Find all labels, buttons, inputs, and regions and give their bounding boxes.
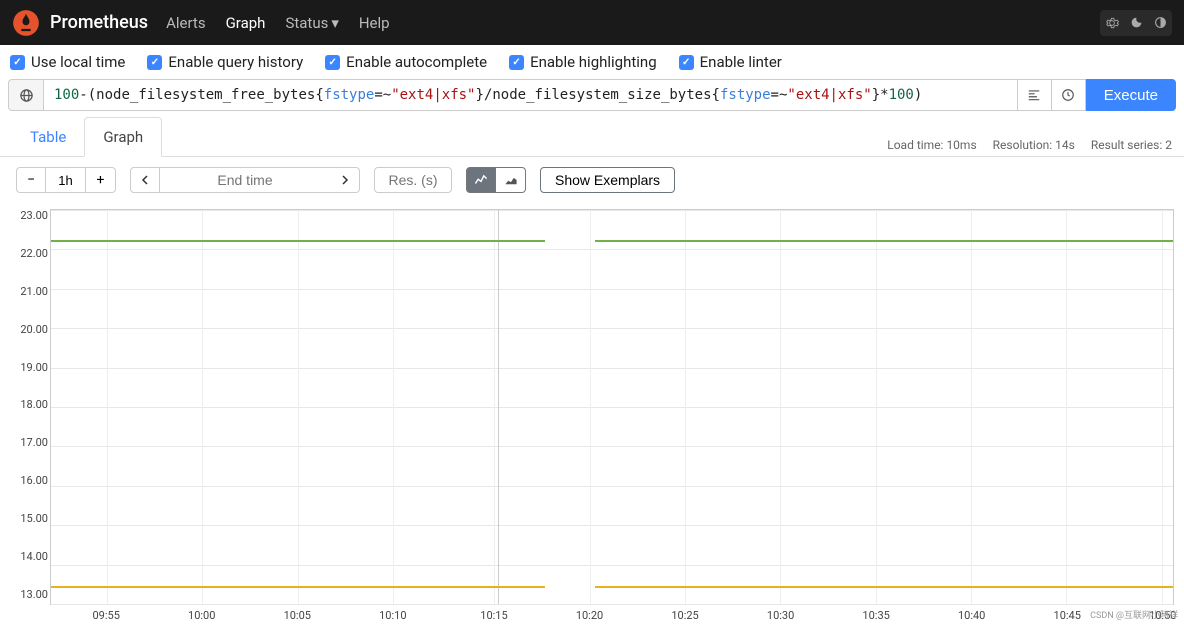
resolution: Resolution: 14s <box>993 138 1075 152</box>
opt-query-history[interactable]: Enable query history <box>147 53 303 71</box>
show-exemplars-button[interactable]: Show Exemplars <box>540 167 675 193</box>
time-group <box>130 167 360 193</box>
navbar: Prometheus Alerts Graph Status ▾ Help <box>0 0 1184 45</box>
format-button[interactable] <box>1018 79 1052 111</box>
nav-alerts[interactable]: Alerts <box>166 14 206 32</box>
tabs: Table Graph Load time: 10ms Resolution: … <box>0 117 1184 157</box>
metrics-explorer-button[interactable] <box>8 79 44 111</box>
theme-contrast-icon[interactable] <box>1148 10 1172 36</box>
endtime-input[interactable] <box>160 167 330 193</box>
result-series: Result series: 2 <box>1091 138 1172 152</box>
time-prev-button[interactable] <box>130 167 160 193</box>
checkbox-icon <box>679 55 694 70</box>
tab-graph[interactable]: Graph <box>84 117 162 157</box>
resolution-input[interactable] <box>374 167 452 193</box>
plot[interactable] <box>50 209 1174 605</box>
options-bar: Use local time Enable query history Enab… <box>0 45 1184 79</box>
area-chart-icon <box>504 173 518 187</box>
history-button[interactable] <box>1052 79 1086 111</box>
controls: − + Show Exemplars <box>0 157 1184 203</box>
checkbox-icon <box>147 55 162 70</box>
chevron-down-icon: ▾ <box>331 14 339 32</box>
theme-gear-icon[interactable] <box>1100 10 1124 36</box>
prometheus-icon <box>12 9 40 37</box>
chart-type-group <box>466 167 526 193</box>
chart-area: 23.0022.0021.0020.0019.0018.0017.0016.00… <box>0 203 1184 623</box>
globe-icon <box>19 88 34 103</box>
line-chart-button[interactable] <box>466 167 496 193</box>
load-time: Load time: 10ms <box>887 138 976 152</box>
opt-linter[interactable]: Enable linter <box>679 53 782 71</box>
x-axis: 09:5510:0010:0510:1010:1510:2010:2510:30… <box>50 605 1174 623</box>
checkbox-icon <box>10 55 25 70</box>
logo-area[interactable]: Prometheus <box>12 9 148 37</box>
tab-table[interactable]: Table <box>12 118 84 156</box>
theme-buttons <box>1100 10 1172 36</box>
range-increase-button[interactable]: + <box>86 167 116 193</box>
opt-highlighting[interactable]: Enable highlighting <box>509 53 657 71</box>
theme-moon-icon[interactable] <box>1124 10 1148 36</box>
range-input[interactable] <box>46 167 86 193</box>
opt-local-time[interactable]: Use local time <box>10 53 125 71</box>
nav-status[interactable]: Status ▾ <box>285 14 338 32</box>
line-chart-icon <box>474 173 488 187</box>
opt-autocomplete[interactable]: Enable autocomplete <box>325 53 487 71</box>
chevron-left-icon <box>140 175 150 185</box>
execute-button[interactable]: Execute <box>1086 79 1176 111</box>
status-info: Load time: 10ms Resolution: 14s Result s… <box>887 138 1172 156</box>
checkbox-icon <box>325 55 340 70</box>
chevron-right-icon <box>340 175 350 185</box>
brand-text: Prometheus <box>50 12 148 33</box>
watermark: CSDN @互联网小阿祥 <box>1090 608 1178 621</box>
time-next-button[interactable] <box>330 167 360 193</box>
query-row: 100-(node_filesystem_free_bytes{fstype=~… <box>0 79 1184 117</box>
range-decrease-button[interactable]: − <box>16 167 46 193</box>
range-group: − + <box>16 167 116 193</box>
y-axis: 23.0022.0021.0020.0019.0018.0017.0016.00… <box>10 209 48 601</box>
nav-help[interactable]: Help <box>359 14 390 32</box>
clock-icon <box>1061 88 1075 102</box>
query-input[interactable]: 100-(node_filesystem_free_bytes{fstype=~… <box>44 79 1018 111</box>
nav-links: Alerts Graph Status ▾ Help <box>166 14 1100 32</box>
stacked-chart-button[interactable] <box>496 167 526 193</box>
indent-icon <box>1027 88 1041 102</box>
checkbox-icon <box>509 55 524 70</box>
nav-graph[interactable]: Graph <box>226 14 266 32</box>
